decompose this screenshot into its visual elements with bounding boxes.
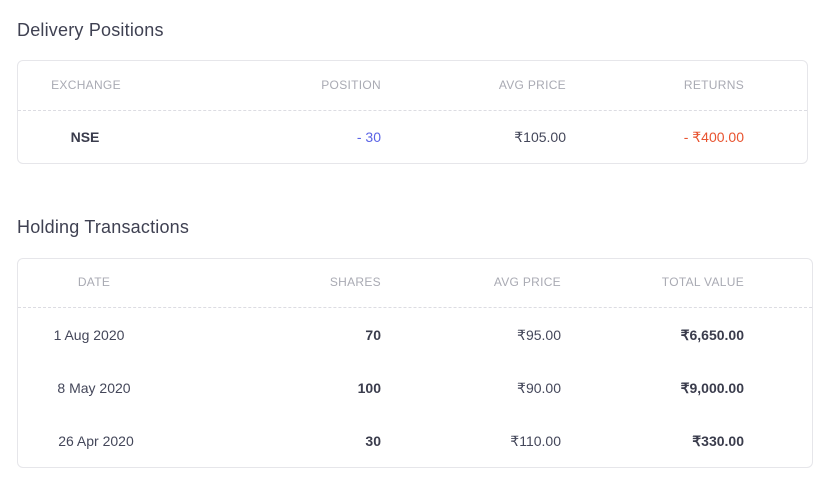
shares: 70: [365, 327, 381, 343]
header-exchange: EXCHANGE: [51, 78, 121, 92]
date: 1 Aug 2020: [53, 327, 125, 343]
avg-price: ₹105.00: [514, 129, 566, 145]
delivery-positions-title: Delivery Positions: [17, 20, 164, 40]
date: 26 Apr 2020: [58, 433, 134, 449]
header-position: POSITION: [321, 78, 381, 92]
header-total-value: TOTAL VALUE: [661, 275, 744, 289]
table-row: NSE - 30 ₹105.00 - ₹400.00: [18, 127, 807, 147]
header-shares: SHARES: [329, 275, 381, 289]
date: 8 May 2020: [57, 380, 131, 396]
total-value: ₹6,650.00: [680, 327, 744, 343]
table-row: 8 May 2020 100 ₹90.00 ₹9,000.00: [18, 378, 812, 398]
total-value: ₹330.00: [692, 433, 744, 449]
avg-price: ₹110.00: [510, 433, 561, 449]
divider: [18, 307, 812, 308]
header-date: DATE: [77, 275, 111, 289]
table-header: DATE SHARES AVG PRICE TOTAL VALUE: [18, 272, 812, 292]
table-row: 1 Aug 2020 70 ₹95.00 ₹6,650.00: [18, 325, 812, 345]
holding-transactions-table: DATE SHARES AVG PRICE TOTAL VALUE 1 Aug …: [17, 258, 813, 468]
returns: - ₹400.00: [683, 129, 744, 145]
shares: 100: [357, 380, 381, 396]
header-returns: RETURNS: [683, 78, 744, 92]
table-header: EXCHANGE POSITION AVG PRICE RETURNS: [18, 75, 807, 95]
total-value: ₹9,000.00: [680, 380, 744, 396]
holding-transactions-title: Holding Transactions: [17, 217, 190, 237]
position: - 30: [356, 129, 381, 145]
table-row: 26 Apr 2020 30 ₹110.00 ₹330.00: [18, 431, 812, 451]
avg-price: ₹90.00: [517, 380, 561, 396]
header-avg-price: AVG PRICE: [498, 78, 566, 92]
avg-price: ₹95.00: [517, 327, 561, 343]
divider: [18, 110, 807, 111]
delivery-positions-table: EXCHANGE POSITION AVG PRICE RETURNS NSE …: [17, 60, 808, 164]
header-avg-price: AVG PRICE: [493, 275, 561, 289]
exchange: NSE: [70, 129, 100, 145]
shares: 30: [365, 433, 381, 449]
